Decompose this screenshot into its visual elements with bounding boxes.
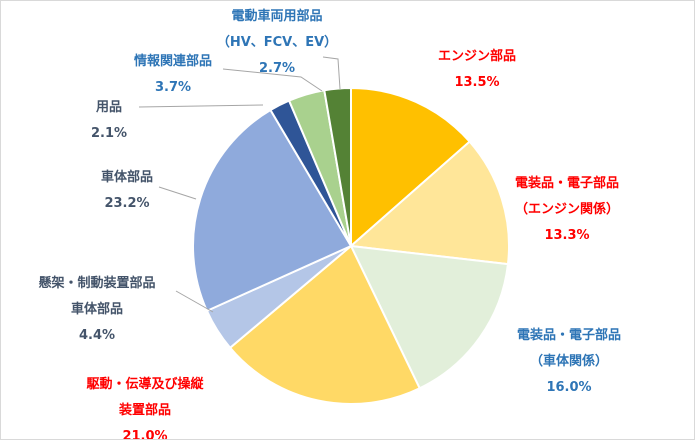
slice-percent: 2.7% <box>259 61 295 76</box>
slice-label-2: 電装品・電子部品 （エンジン関係） 13.3% <box>515 175 619 243</box>
slice-label-9: 電動車両用部品 （HV、FCV、EV） 2.7% <box>217 8 337 76</box>
slice-label-5: 懸架・制動装置部品車体部品 4.4% <box>38 275 155 343</box>
slice-label-7: 用品 2.1% <box>91 100 127 141</box>
slice-name-line: 車体部品 <box>101 169 153 185</box>
slice-label-8: 情報関連部品 3.7% <box>134 53 212 95</box>
slice-percent: 4.4% <box>79 328 115 343</box>
slice-percent: 3.7% <box>155 80 191 95</box>
slice-name-line: 駆動・伝導及び操縦 <box>86 376 204 392</box>
slice-label-1: エンジン部品 13.5% <box>438 48 516 90</box>
slice-name-line: （車体関係） <box>530 353 608 369</box>
slice-percent: 13.5% <box>454 75 499 90</box>
leader-lines-layer <box>138 56 341 313</box>
slice-label-6: 車体部品 23.2% <box>101 169 153 211</box>
slice-name-line: 電装品・電子部品 <box>515 175 619 191</box>
slice-name-line: 車体部品 <box>71 301 123 317</box>
slices-layer <box>192 86 510 405</box>
slice-name-line: 情報関連部品 <box>134 53 212 69</box>
slice-label-3: 電装品・電子部品 （車体関係） 16.0% <box>517 327 621 395</box>
slice-percent: 2.1% <box>91 126 127 141</box>
leader-line-9 <box>322 56 341 90</box>
slice-percent: 23.2% <box>104 196 149 211</box>
slice-percent: 13.3% <box>544 228 589 243</box>
leader-line-7 <box>138 104 264 108</box>
leader-line-5 <box>175 290 214 313</box>
labels-layer: エンジン部品 13.5%電装品・電子部品（エンジン関係） 13.3%電装品・電子部品… <box>38 8 621 439</box>
pie-slice-9 <box>323 86 352 247</box>
pie-slice-2 <box>348 140 510 266</box>
pie-slice-6 <box>192 108 353 313</box>
leader-line-8 <box>222 68 323 92</box>
slice-name-line: 電動車両用部品 <box>231 8 322 24</box>
pie-slice-4 <box>228 244 422 405</box>
slice-label-4: 駆動・伝導及び操縦装置部品 21.0% <box>86 376 204 439</box>
leader-line-6 <box>158 186 197 200</box>
pie-slice-1 <box>350 86 472 249</box>
slice-name-line: エンジン部品 <box>438 48 516 64</box>
slice-percent: 16.0% <box>546 380 591 395</box>
slice-name-line: （HV、FCV、EV） <box>217 34 337 50</box>
slice-name-line: 電装品・電子部品 <box>517 327 621 343</box>
slice-name-line: （エンジン関係） <box>515 201 619 217</box>
slice-percent: 21.0% <box>122 429 167 439</box>
slice-name-line: 懸架・制動装置部品 <box>38 275 155 291</box>
slice-name-line: 用品 <box>95 100 122 115</box>
pie-slice-3 <box>349 244 510 390</box>
slice-name-line: 装置部品 <box>118 402 171 418</box>
